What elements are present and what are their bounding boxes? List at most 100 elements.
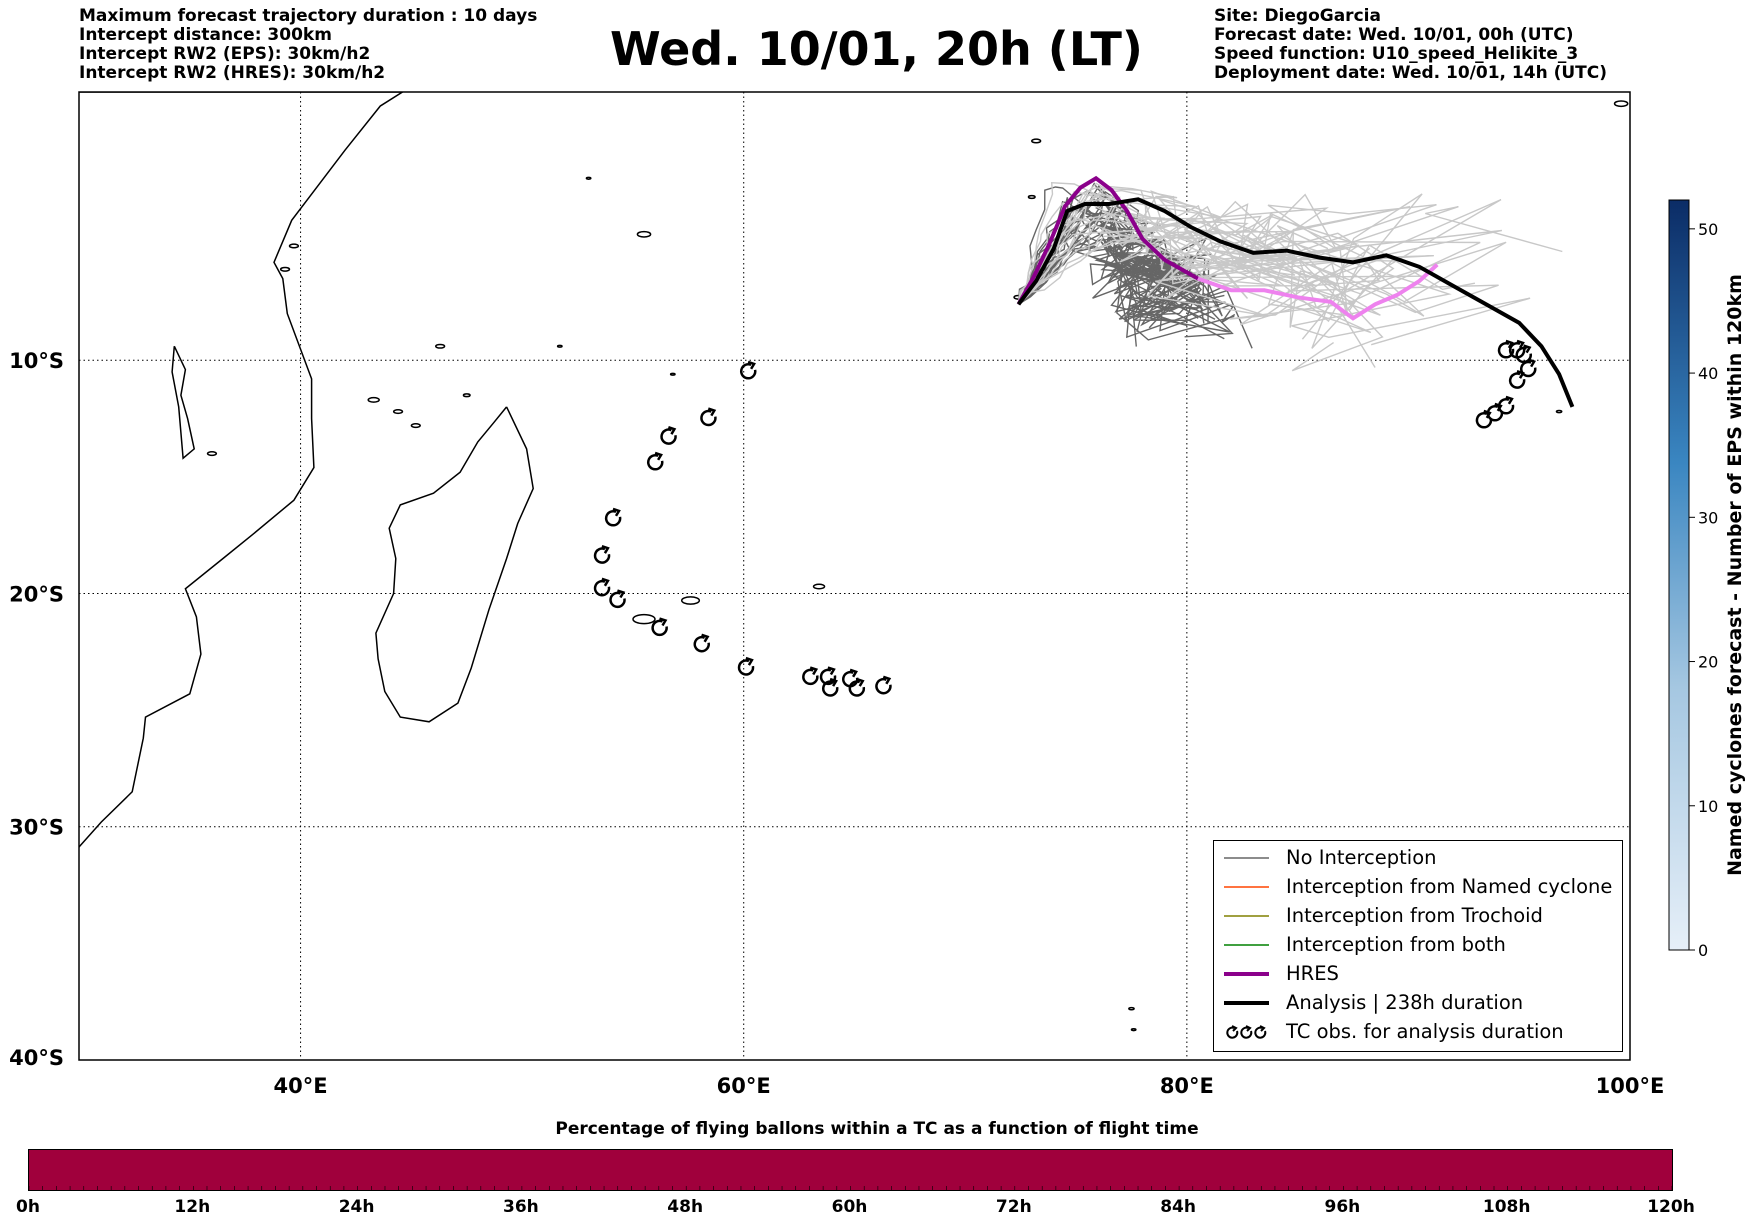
- eps-track: [1017, 215, 1507, 326]
- eps-track: [1017, 205, 1434, 334]
- lon-label: 40°E: [274, 1074, 328, 1098]
- legend-label: Interception from Named cyclone: [1286, 875, 1613, 898]
- legend-label: HRES: [1286, 962, 1339, 985]
- analysis-track-layer: [1016, 175, 1575, 408]
- legend-label: Analysis | 238h duration: [1286, 991, 1524, 1014]
- legend-item: No Interception: [1224, 843, 1437, 872]
- island-outline: [367, 396, 380, 403]
- lat-label: 10°S: [9, 349, 64, 373]
- tc-obs-icon: [609, 589, 626, 609]
- header-line: Maximum forecast trajectory duration : 1…: [79, 6, 538, 26]
- eps-track: [1017, 205, 1411, 328]
- island-outline: [632, 613, 656, 625]
- tc-obs-icon: [1508, 370, 1526, 389]
- colorbar: [1668, 199, 1690, 951]
- lat-label: 30°S: [9, 816, 64, 840]
- tc-obs-icon: [875, 675, 892, 695]
- colorbar-ticks: 0 10 20 30 40 50: [1689, 220, 1718, 960]
- tc-obs-icon: [848, 677, 866, 697]
- map-frame: [78, 91, 1631, 1061]
- coastlines: [79, 92, 1629, 1032]
- hres-track-late: [1197, 263, 1439, 321]
- header-line: Intercept RW2 (EPS): 30km/h2: [79, 44, 371, 64]
- colorbar-title: Named cyclones forecast - Number of EPS …: [1724, 274, 1746, 876]
- tc-obs-icon: [737, 656, 755, 676]
- flight-time-label: 108h: [1482, 1197, 1531, 1217]
- lon-label: 60°E: [717, 1074, 771, 1098]
- flight-time-label: 72h: [995, 1197, 1032, 1217]
- tc-obs-icon: [1475, 409, 1493, 429]
- tc-obs-icon: [802, 666, 819, 686]
- analysis-track: [1016, 197, 1575, 408]
- tc-obs-icon: [1486, 402, 1504, 422]
- legend-item: Interception from Named cyclone: [1224, 872, 1612, 901]
- eps-track: [1017, 193, 1563, 305]
- lat-label: 40°S: [9, 1046, 64, 1070]
- tc-obs-icon: [1497, 395, 1515, 415]
- eps-tracks: [1017, 181, 1563, 372]
- island-outline: [1031, 138, 1042, 144]
- tc-observations: [593, 339, 1537, 697]
- island-outline: [556, 344, 563, 348]
- longitude-labels: 40°E 60°E 80°E 100°E: [274, 1074, 1665, 1098]
- flight-time-bar: [28, 1149, 1673, 1191]
- eps-track: [1017, 185, 1531, 346]
- bottom-bar-title: Percentage of flying ballons within a TC…: [555, 1119, 1199, 1139]
- tc-obs-icon: [1508, 339, 1526, 359]
- tc-obs-icon: [604, 507, 622, 527]
- lon-label: 80°E: [1160, 1074, 1214, 1098]
- legend-label: TC obs. for analysis duration: [1286, 1020, 1564, 1043]
- legend-item: TC obs. for analysis duration: [1224, 1017, 1564, 1046]
- tc-obs-icon: [651, 617, 668, 637]
- cyclone-symbol-icon: [1226, 1024, 1267, 1039]
- flight-time-label: 84h: [1160, 1197, 1196, 1217]
- legend-item: Analysis | 238h duration: [1224, 988, 1523, 1017]
- island-outline: [1613, 100, 1629, 108]
- eps-track: [1017, 200, 1391, 319]
- island-outline: [1027, 194, 1036, 200]
- island-outline: [585, 176, 592, 180]
- lake-malawi-outline: [171, 345, 196, 460]
- colorbar-tick-label: 10: [1698, 797, 1718, 816]
- header-line: Forecast date: Wed. 10/01, 00h (UTC): [1214, 25, 1574, 45]
- legend: No Interception Interception from Named …: [1213, 840, 1623, 1052]
- colorbar-tick-label: 50: [1698, 220, 1718, 239]
- colorbar-tick-label: 30: [1698, 508, 1718, 527]
- tc-obs-icon: [593, 577, 611, 597]
- colorbar-tick-label: 0: [1698, 941, 1708, 960]
- flight-time-label: 24h: [338, 1197, 375, 1217]
- tc-obs-icon: [647, 451, 664, 471]
- latitude-labels: 10°S 20°S 30°S 40°S: [9, 349, 64, 1070]
- island-outline: [669, 372, 676, 376]
- header-line: Site: DiegoGarcia: [1214, 6, 1381, 26]
- legend-label: No Interception: [1286, 846, 1437, 869]
- island-outline: [392, 409, 404, 415]
- island-outline: [462, 393, 471, 398]
- flight-time-label: 36h: [503, 1197, 539, 1217]
- africa-coastline: [79, 92, 404, 849]
- flight-time-label: 120h: [1647, 1197, 1695, 1217]
- legend-item: Interception from Trochoid: [1224, 901, 1543, 930]
- flight-time-label: 96h: [1324, 1197, 1361, 1217]
- tc-obs-icon: [693, 633, 710, 653]
- legend-item: HRES: [1224, 959, 1339, 988]
- eps-track: [1017, 190, 1437, 305]
- legend-label: Interception from Trochoid: [1286, 904, 1543, 927]
- colorbar-tick-label: 20: [1698, 653, 1718, 672]
- island-outline: [1128, 1006, 1135, 1011]
- legend-label: Interception from both: [1286, 933, 1506, 956]
- island-outline: [410, 423, 421, 429]
- header-left: Maximum forecast trajectory duration : 1…: [79, 7, 537, 83]
- header-line: Deployment date: Wed. 10/01, 14h (UTC): [1214, 63, 1608, 83]
- flight-time-label: 12h: [174, 1197, 211, 1217]
- tc-obs-icon: [660, 426, 677, 445]
- legend-item: Interception from both: [1224, 930, 1506, 959]
- flight-time-label: 48h: [667, 1197, 704, 1217]
- page-title: Wed. 10/01, 20h (LT): [610, 22, 1143, 76]
- header-line: Intercept distance: 300km: [79, 25, 332, 45]
- island-outline: [435, 343, 446, 349]
- island-outline: [680, 596, 701, 605]
- tc-obs-icon: [700, 407, 717, 427]
- flight-time-label: 0h: [16, 1197, 40, 1217]
